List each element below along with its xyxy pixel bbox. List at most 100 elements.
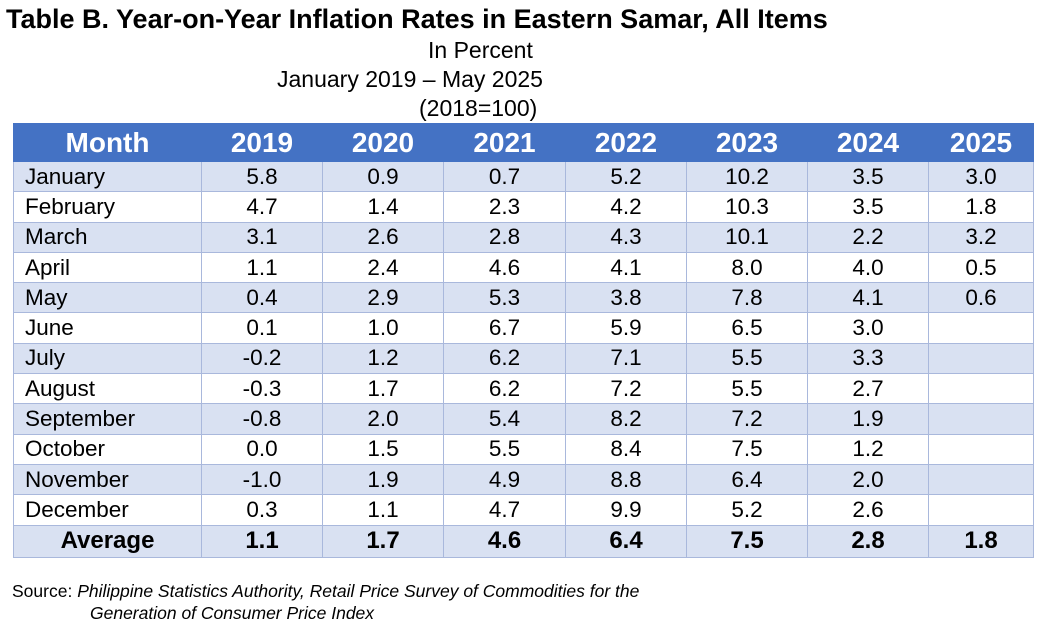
rate-cell: 0.9 [322, 160, 444, 193]
rate-cell [928, 494, 1034, 526]
table-row: March 3.1 2.6 2.8 4.3 10.1 2.2 3.2 [13, 221, 1034, 253]
rate-cell: 8.4 [565, 433, 687, 465]
rate-cell: 3.3 [807, 342, 929, 375]
average-cell: 1.8 [928, 524, 1034, 558]
rate-cell [928, 312, 1034, 344]
table-row: October 0.0 1.5 5.5 8.4 7.5 1.2 [13, 433, 1034, 465]
table-row: July -0.2 1.2 6.2 7.1 5.5 3.3 [13, 342, 1034, 375]
average-cell: 6.4 [565, 524, 687, 558]
rate-cell: 3.1 [201, 221, 323, 253]
column-header-year: 2023 [686, 123, 808, 162]
month-cell: March [13, 221, 202, 253]
rate-cell: 5.4 [443, 403, 566, 435]
rate-cell [928, 433, 1034, 465]
rate-cell: 1.7 [322, 373, 444, 405]
rate-cell: 3.0 [928, 160, 1034, 193]
rate-cell: 5.2 [686, 494, 808, 526]
column-header-year: 2022 [565, 123, 687, 162]
source-text-line1: Philippine Statistics Authority, Retail … [77, 581, 640, 601]
average-row: Average 1.1 1.7 4.6 6.4 7.5 2.8 1.8 [13, 524, 1034, 558]
header-row: Month 2019 2020 2021 2022 2023 2024 2025 [13, 123, 1034, 162]
rate-cell: 0.6 [928, 282, 1034, 314]
rate-cell: 0.7 [443, 160, 566, 193]
rate-cell: 4.0 [807, 251, 929, 284]
rate-cell: 7.2 [565, 373, 687, 405]
month-cell: December [13, 494, 202, 526]
rate-cell: 5.3 [443, 282, 566, 314]
table-row: November -1.0 1.9 4.9 8.8 6.4 2.0 [13, 463, 1034, 496]
base-year-subtitle: (2018=100) [419, 95, 538, 121]
table-row: February 4.7 1.4 2.3 4.2 10.3 3.5 1.8 [13, 191, 1034, 223]
rate-cell: 2.0 [322, 403, 444, 435]
rate-cell: 2.2 [807, 221, 929, 253]
month-cell: October [13, 433, 202, 465]
rate-cell: 4.9 [443, 463, 566, 496]
rate-cell: 7.5 [686, 433, 808, 465]
month-cell: July [13, 342, 202, 375]
rate-cell: 0.4 [201, 282, 323, 314]
rate-cell: 6.7 [443, 312, 566, 344]
rate-cell: 1.2 [322, 342, 444, 375]
rate-cell [928, 373, 1034, 405]
month-cell: April [13, 251, 202, 284]
rate-cell: 4.2 [565, 191, 687, 223]
column-header-year: 2020 [322, 123, 444, 162]
rate-cell: 6.5 [686, 312, 808, 344]
rate-cell: 2.6 [807, 494, 929, 526]
source-note: Source: Philippine Statistics Authority,… [12, 581, 639, 602]
average-cell: 4.6 [443, 524, 566, 558]
rate-cell: 5.9 [565, 312, 687, 344]
table-row: June 0.1 1.0 6.7 5.9 6.5 3.0 [13, 312, 1034, 344]
unit-subtitle: In Percent [428, 37, 533, 63]
rate-cell [928, 463, 1034, 496]
rate-cell: 5.8 [201, 160, 323, 193]
rate-cell: -0.2 [201, 342, 323, 375]
rate-cell: 8.8 [565, 463, 687, 496]
table-row: August -0.3 1.7 6.2 7.2 5.5 2.7 [13, 373, 1034, 405]
rate-cell: 5.5 [686, 373, 808, 405]
rate-cell: 1.1 [322, 494, 444, 526]
month-cell: September [13, 403, 202, 435]
month-cell: February [13, 191, 202, 223]
rate-cell: 1.2 [807, 433, 929, 465]
rate-cell: 5.5 [443, 433, 566, 465]
month-cell: January [13, 160, 202, 193]
rate-cell: 4.7 [201, 191, 323, 223]
rate-cell: -0.8 [201, 403, 323, 435]
rate-cell: 7.1 [565, 342, 687, 375]
rate-cell: 4.6 [443, 251, 566, 284]
rate-cell: 0.3 [201, 494, 323, 526]
table-body: January 5.8 0.9 0.7 5.2 10.2 3.5 3.0 February 4.7… [13, 160, 1034, 558]
month-cell: June [13, 312, 202, 344]
rate-cell: 4.7 [443, 494, 566, 526]
rate-cell: 2.6 [322, 221, 444, 253]
rate-cell: 3.0 [807, 312, 929, 344]
column-header-month: Month [13, 123, 202, 162]
rate-cell: 4.3 [565, 221, 687, 253]
period-subtitle: January 2019 – May 2025 [277, 66, 543, 92]
rate-cell: 10.1 [686, 221, 808, 253]
rate-cell: 3.5 [807, 160, 929, 193]
rate-cell: -0.3 [201, 373, 323, 405]
rate-cell [928, 403, 1034, 435]
rate-cell: 0.5 [928, 251, 1034, 284]
table-row: April 1.1 2.4 4.6 4.1 8.0 4.0 0.5 [13, 251, 1034, 284]
rate-cell: 10.2 [686, 160, 808, 193]
rate-cell: 1.8 [928, 191, 1034, 223]
rate-cell: 1.1 [201, 251, 323, 284]
rate-cell: 4.1 [807, 282, 929, 314]
average-cell: 2.8 [807, 524, 929, 558]
rate-cell: 1.5 [322, 433, 444, 465]
rate-cell: 0.0 [201, 433, 323, 465]
rate-cell: 3.8 [565, 282, 687, 314]
month-cell: August [13, 373, 202, 405]
rate-cell: 2.3 [443, 191, 566, 223]
rate-cell: 4.1 [565, 251, 687, 284]
rate-cell: 6.2 [443, 342, 566, 375]
average-cell: 1.7 [322, 524, 444, 558]
column-header-year: 2025 [928, 123, 1034, 162]
rate-cell: 5.2 [565, 160, 687, 193]
rate-cell: 9.9 [565, 494, 687, 526]
rate-cell: 2.8 [443, 221, 566, 253]
rate-cell: 2.4 [322, 251, 444, 284]
